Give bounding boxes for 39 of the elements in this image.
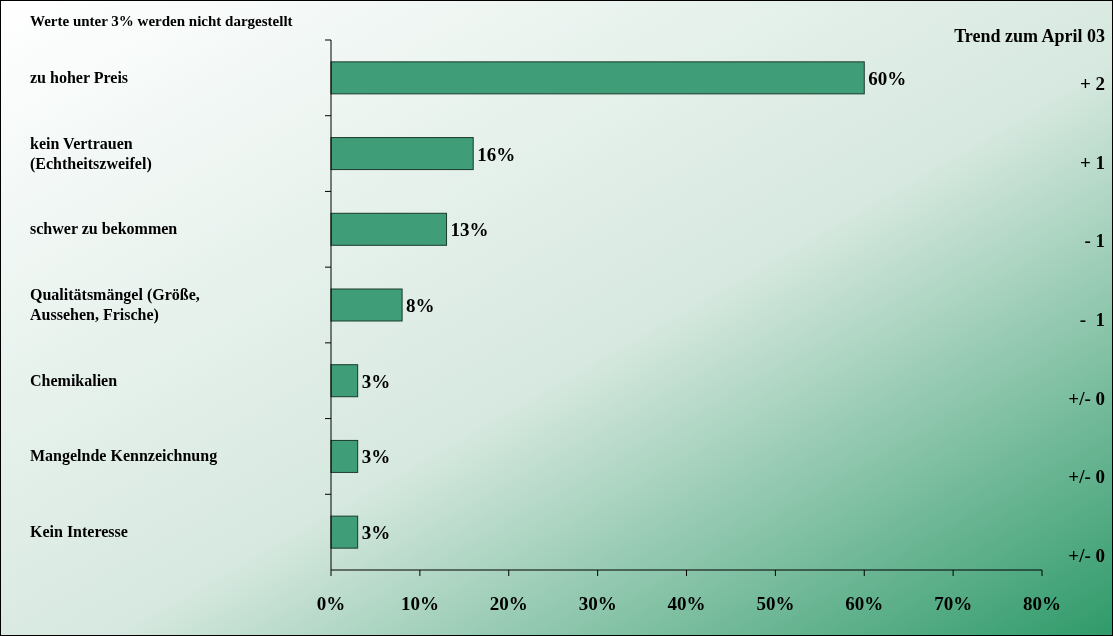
y-tick-label: zu hoher Preis xyxy=(30,68,129,86)
text: - 1 xyxy=(1084,230,1105,252)
text: + 1 xyxy=(1079,151,1105,173)
bar xyxy=(330,288,403,322)
y-tick-label: Chemikalien xyxy=(30,371,118,389)
bar xyxy=(330,515,359,549)
x-tick-label: 70% xyxy=(934,593,973,614)
bar xyxy=(330,364,359,398)
y-tick-label: Mangelnde Kennzeichnung xyxy=(30,447,218,466)
data-label: 13% xyxy=(450,219,489,241)
y-tick-label: Kein Interesse xyxy=(30,523,128,541)
bar xyxy=(330,137,474,171)
data-label: 3% xyxy=(361,370,391,392)
data-label: 8% xyxy=(406,295,435,316)
y-tick-label: kein Vertrauen (Echtheitszweifel) xyxy=(30,134,152,173)
x-tick-label: 30% xyxy=(578,593,617,614)
x-tick-label: 60% xyxy=(845,593,884,614)
annotation: Trend zum April 03 xyxy=(954,26,1105,46)
text: + 2 xyxy=(1079,72,1105,94)
text: +/- 0 xyxy=(1068,466,1105,488)
text: +/- 0 xyxy=(1068,545,1105,567)
x-tick-label: 10% xyxy=(400,593,439,614)
x-tick-label: 50% xyxy=(756,593,795,614)
y-tick-label: Qualitätsmängel (Größe, Aussehen, Frische) xyxy=(30,286,200,324)
bar xyxy=(330,212,448,246)
bar xyxy=(330,61,865,95)
data-label: 16% xyxy=(477,143,516,165)
x-tick-label: 0% xyxy=(316,593,346,614)
y-tick-label: schwer zu bekommen xyxy=(30,220,178,238)
x-tick-label: 40% xyxy=(667,593,706,614)
bar xyxy=(330,439,359,473)
data-label: 3% xyxy=(361,522,391,544)
data-label: 60% xyxy=(868,67,907,89)
x-tick-label: 20% xyxy=(489,593,528,614)
text: Werte unter 3% werden nicht dargestellt xyxy=(30,13,293,29)
data-label: 3% xyxy=(361,446,391,468)
text: - 1 xyxy=(1079,309,1105,330)
text: +/- 0 xyxy=(1068,387,1105,409)
x-tick-label: 80% xyxy=(1023,593,1061,614)
